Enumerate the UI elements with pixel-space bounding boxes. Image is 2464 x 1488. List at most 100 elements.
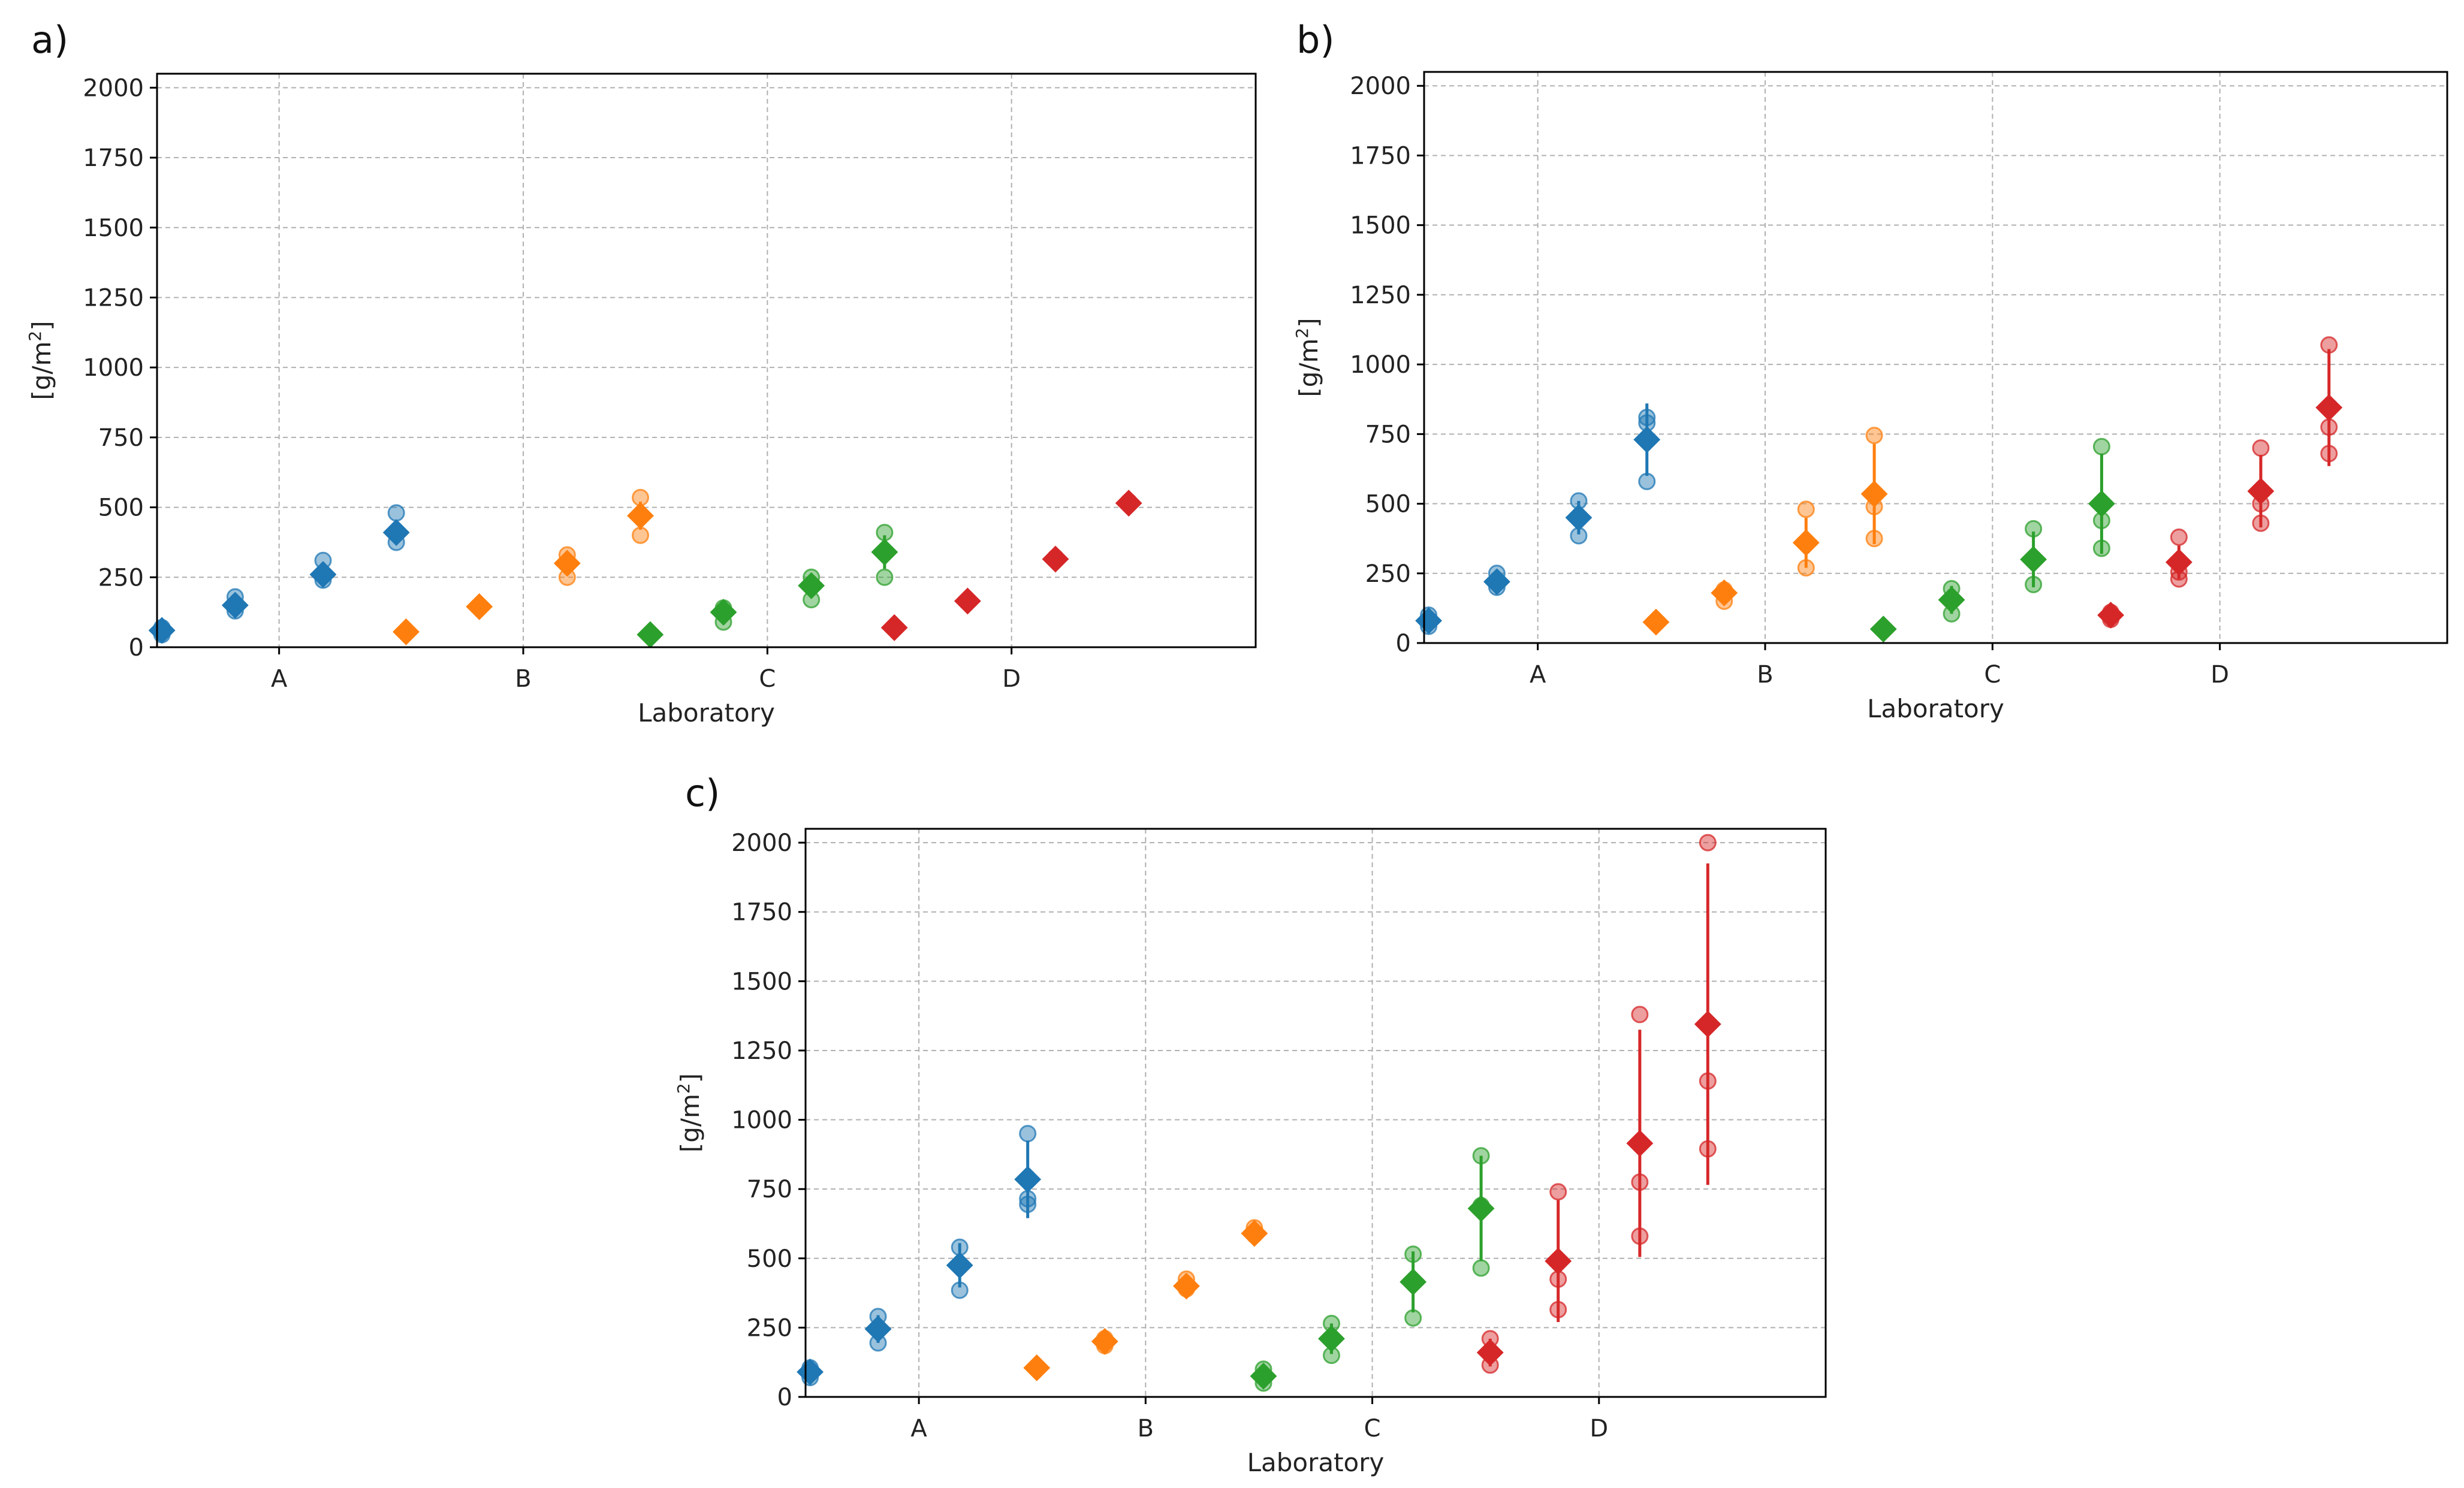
y-tick-label: 1750 [1350, 142, 1411, 170]
plot-frame [156, 73, 1257, 648]
data-point [1404, 1245, 1422, 1263]
data-point [2170, 528, 2188, 546]
x-tick-label: D [1002, 665, 1021, 693]
mean-marker [1711, 579, 1738, 606]
x-tick-label: A [271, 665, 288, 693]
data-point [1472, 1147, 1490, 1165]
y-axis-title-superscript: 2 [674, 1083, 693, 1094]
x-tick-label: C [759, 665, 776, 693]
data-point [387, 504, 405, 522]
data-point [2092, 539, 2110, 557]
data-point [2025, 575, 2043, 593]
y-axis-title-superscript: 2 [25, 331, 45, 342]
series-b [1023, 1219, 1268, 1381]
mean-marker [1565, 504, 1593, 532]
mean-marker [1483, 568, 1510, 596]
x-tick-label: C [1984, 661, 2001, 689]
mean-marker [1014, 1166, 1042, 1193]
data-point [1549, 1300, 1567, 1318]
data-point [876, 524, 894, 542]
mean-marker [710, 599, 737, 626]
plot-frame [804, 828, 1827, 1398]
y-tick-label: 1000 [731, 1107, 792, 1134]
x-tick-label: A [1530, 661, 1546, 689]
mean-marker [2097, 602, 2125, 629]
data-point [1699, 1072, 1717, 1090]
data-point [1699, 834, 1717, 852]
data-point [1631, 1227, 1649, 1245]
mean-marker [1860, 480, 1888, 508]
mean-marker [1476, 1339, 1504, 1366]
mean-marker [880, 614, 908, 641]
mean-marker [393, 618, 420, 645]
y-tick-label: 1250 [83, 284, 144, 312]
mean-marker [864, 1315, 892, 1343]
panel-a: a) 0 250 500 750 1000 1250 1500 1750 2000 A B C D Labo… [25, 18, 1257, 728]
data-point [2252, 439, 2270, 457]
data-point [1797, 559, 1815, 577]
y-tick-label: 750 [1365, 421, 1411, 448]
series-a [797, 1125, 1042, 1387]
x-tick-label: D [1590, 1415, 1608, 1442]
series-d [1476, 834, 1721, 1374]
data-point [1638, 472, 1656, 490]
mean-marker [871, 538, 898, 566]
y-tick-label: 1250 [1350, 282, 1411, 309]
y-axis-title-close: ] [675, 1073, 705, 1083]
data-point [1797, 500, 1815, 518]
y-tick-label: 2000 [83, 74, 144, 102]
y-tick-label: 500 [747, 1245, 792, 1273]
mean-marker [946, 1251, 973, 1279]
mean-marker [1400, 1268, 1427, 1296]
mean-marker [1115, 490, 1142, 517]
data-point [2025, 520, 2043, 538]
y-tick-label: 1500 [731, 968, 792, 995]
y-tick-label: 0 [129, 634, 144, 662]
series-d [2097, 336, 2343, 629]
data-point [1699, 1140, 1717, 1158]
data-point [2320, 445, 2338, 463]
mean-marker [1694, 1010, 1721, 1038]
data-point [1019, 1190, 1037, 1208]
data-point [1019, 1196, 1037, 1214]
data-point [1631, 1173, 1649, 1191]
data-point [1631, 1006, 1649, 1024]
y-tick-label: 1000 [83, 354, 144, 382]
mean-marker [2247, 478, 2275, 505]
panel-c: c) 0 250 500 750 1000 1250 1500 1750 2000 A B C D Labo… [674, 771, 1827, 1477]
data-point [1404, 1309, 1422, 1327]
panel-label: a) [31, 18, 68, 62]
x-tick-label: C [1364, 1415, 1381, 1442]
y-axis-title-base: [g/m [27, 342, 56, 400]
x-tick-label: D [2210, 661, 2229, 689]
panel-b: b) 0 250 500 750 1000 1250 1500 1750 2000 A B C D Labo… [1292, 18, 2448, 723]
x-tick-label: B [515, 665, 531, 693]
data-point [632, 526, 650, 544]
x-tick-label: B [1757, 661, 1773, 689]
series-d [880, 490, 1142, 641]
mean-marker [2088, 490, 2115, 517]
x-axis-title: Laboratory [1247, 1448, 1385, 1477]
y-axis-title-close: ] [27, 321, 56, 330]
data-point [1472, 1259, 1490, 1277]
mean-marker [1467, 1195, 1495, 1222]
y-axis-title-base: [g/m [1294, 339, 1323, 397]
mean-marker [1042, 545, 1069, 573]
y-tick-label: 0 [1396, 630, 1411, 657]
y-tick-label: 500 [1365, 491, 1411, 518]
y-tick-label: 500 [98, 494, 144, 522]
mean-marker [797, 1358, 824, 1386]
mean-marker [382, 519, 410, 547]
x-tick-label: B [1138, 1415, 1154, 1442]
y-tick-label: 2000 [1350, 73, 1411, 100]
y-tick-label: 250 [747, 1314, 792, 1342]
mean-marker [1415, 607, 1443, 635]
series-a [1415, 403, 1661, 635]
mean-marker [148, 617, 176, 644]
mean-marker [1792, 529, 1820, 557]
mean-marker [954, 587, 981, 615]
mean-marker [221, 591, 249, 619]
mean-marker [1318, 1325, 1345, 1353]
y-tick-label: 2000 [731, 829, 792, 857]
